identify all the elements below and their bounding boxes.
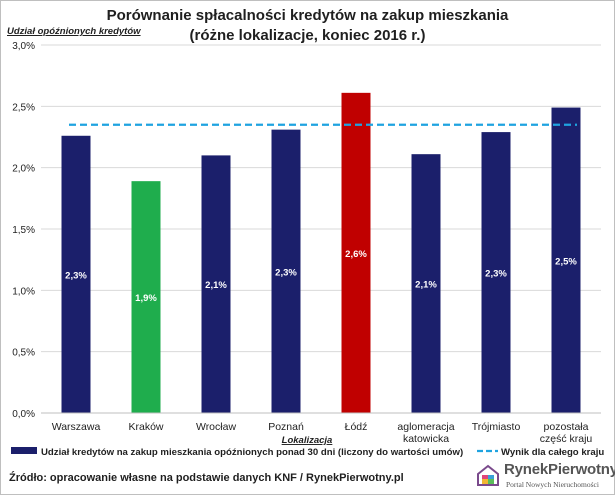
x-category-label: pozostała (544, 421, 589, 433)
bar-data-label: 2,3% (485, 269, 507, 280)
y-tick-label: 3,0% (12, 41, 35, 52)
x-category-label: Wrocław (196, 421, 236, 433)
x-category-label: katowicka (403, 433, 449, 445)
bar-data-label: 2,6% (345, 249, 367, 260)
y-tick-label: 2,5% (12, 102, 35, 113)
logo-name: RynekPierwotny (504, 461, 615, 478)
bar (131, 181, 161, 413)
logo-tagline: Portal Nowych Nieruchomości (506, 480, 599, 489)
x-category-label: Warszawa (52, 421, 101, 433)
chart-title: Porównanie spłacalności kredytów na zaku… (1, 6, 614, 46)
x-category-label: aglomeracja (397, 421, 454, 433)
bar-data-label: 2,3% (65, 270, 87, 281)
legend-swatch-bars (11, 447, 37, 454)
bar (61, 135, 91, 414)
bar (551, 107, 581, 413)
x-axis-title: Lokalizacja (282, 435, 333, 446)
source-note: Źródło: opracowanie własne na podstawie … (9, 472, 404, 484)
logo: RynekPierwotny Portal Nowych Nieruchomoś… (476, 461, 615, 493)
bar-data-label: 2,3% (275, 267, 297, 278)
legend-label-reference: Wynik dla całego kraju (501, 447, 604, 458)
bar-data-label: 2,1% (205, 280, 227, 291)
chart-title-line2: (różne lokalizacje, koniec 2016 r.) (189, 27, 426, 44)
legend-label-bars: Udział kredytów na zakup mieszkania opóź… (41, 447, 463, 458)
bar-chart: 0,0% 0,5% 1,0% 1,5% 2,0% 2,5% 3,0% 2,3% Warszawa… (11, 41, 604, 458)
bar (201, 155, 231, 413)
x-category-label: Trójmiasto (472, 421, 521, 433)
x-category-label: Łódź (345, 421, 368, 433)
y-axis-title: Udział opóźnionych kredytów (7, 26, 141, 37)
y-tick-label: 0,0% (12, 409, 35, 420)
bar (271, 129, 301, 413)
y-tick-label: 2,0% (12, 164, 35, 175)
bar-data-label: 2,1% (415, 280, 437, 291)
bar-data-label: 2,5% (555, 256, 577, 267)
y-tick-label: 1,5% (12, 225, 35, 236)
x-category-label: Kraków (128, 421, 163, 433)
x-category-label: Poznań (268, 421, 304, 433)
bar (481, 132, 511, 414)
chart-title-line1: Porównanie spłacalności kredytów na zaku… (106, 7, 509, 24)
logo-house-icon (477, 464, 499, 486)
bar-data-label: 1,9% (135, 293, 157, 304)
bar (411, 154, 441, 413)
y-tick-label: 0,5% (12, 348, 35, 359)
x-category-label: część kraju (540, 433, 593, 445)
bar (341, 92, 371, 413)
y-tick-label: 1,0% (12, 286, 35, 297)
